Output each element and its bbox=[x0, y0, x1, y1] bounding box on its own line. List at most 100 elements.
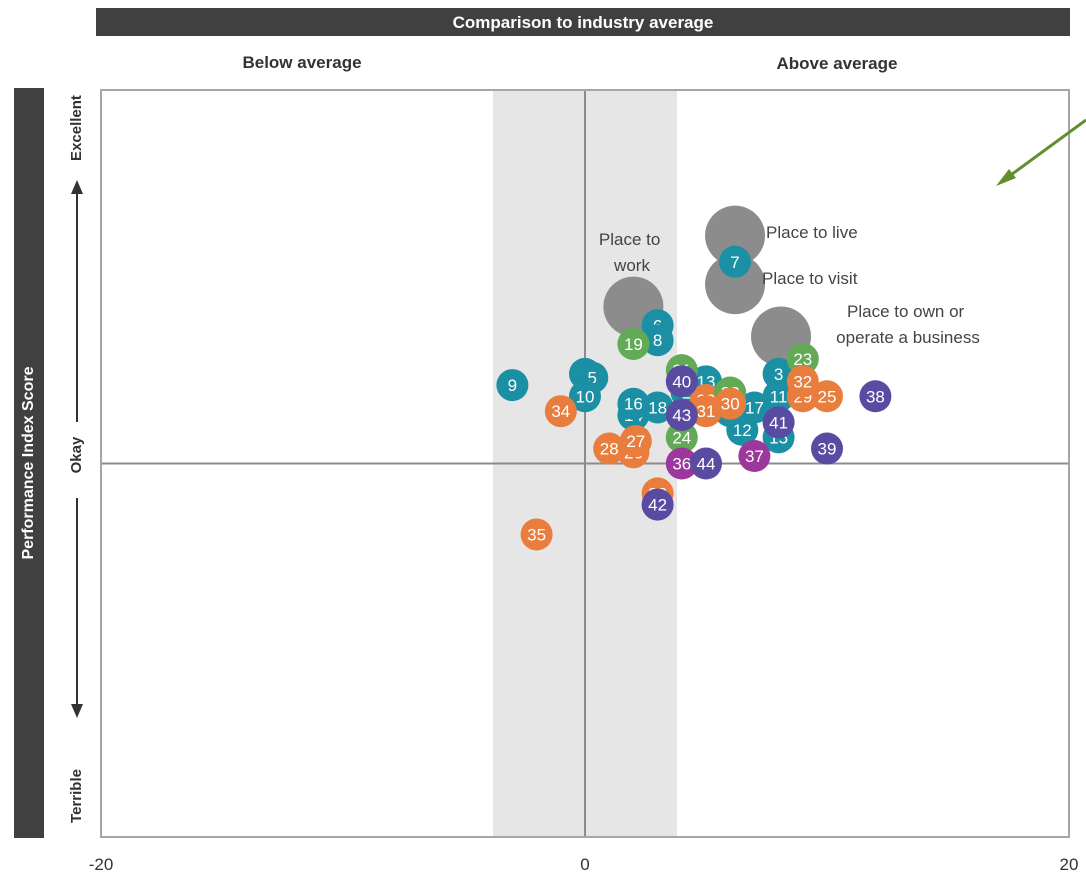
data-point: 31 bbox=[690, 395, 722, 428]
point-label: 23 bbox=[793, 350, 812, 369]
ref-label-line: work bbox=[613, 256, 650, 275]
data-point: 11 bbox=[762, 380, 795, 413]
point-label: 10 bbox=[576, 387, 595, 406]
point-marker bbox=[520, 518, 553, 551]
point-marker bbox=[569, 380, 601, 413]
ref-label-line: Place to bbox=[599, 230, 660, 249]
ref-label-place-to-live: Place to live bbox=[766, 223, 858, 242]
point-marker bbox=[719, 245, 752, 278]
data-point: 24 bbox=[665, 421, 698, 454]
point-marker bbox=[641, 391, 674, 424]
point-label: 42 bbox=[648, 496, 667, 515]
point-marker bbox=[738, 440, 771, 473]
point-marker bbox=[665, 398, 698, 431]
data-point: 25 bbox=[811, 380, 843, 413]
ref-label-line: Place to own or bbox=[847, 302, 965, 321]
point-marker bbox=[811, 432, 843, 465]
point-marker bbox=[496, 369, 529, 402]
point-label: 9 bbox=[508, 376, 517, 395]
point-label: 30 bbox=[721, 395, 740, 414]
below-average-label: Below average bbox=[242, 53, 361, 72]
x-tick-label: 20 bbox=[1060, 855, 1079, 874]
point-marker bbox=[641, 488, 674, 521]
point-label: 41 bbox=[769, 413, 788, 432]
x-tick-label: 0 bbox=[580, 855, 589, 874]
point-marker bbox=[593, 432, 626, 465]
point-label: 27 bbox=[626, 432, 645, 451]
y-label-terrible: Terrible bbox=[68, 769, 85, 823]
y-axis-title: Performance Index Score bbox=[20, 366, 37, 559]
point-label: 8 bbox=[653, 331, 662, 350]
annotation-arrow bbox=[996, 118, 1086, 186]
point-label: 40 bbox=[672, 372, 691, 391]
point-marker bbox=[762, 357, 795, 390]
data-point: 37 bbox=[738, 440, 771, 473]
banner-title: Comparison to industry average bbox=[453, 13, 714, 32]
data-point: 35 bbox=[520, 518, 553, 551]
point-label: 37 bbox=[745, 447, 764, 466]
data-point: 38 bbox=[859, 380, 892, 413]
point-label: 18 bbox=[648, 398, 667, 417]
ref-label-place-to-visit: Place to visit bbox=[762, 269, 858, 288]
point-label: 19 bbox=[624, 335, 643, 354]
point-marker bbox=[690, 395, 722, 428]
data-point: 19 bbox=[617, 327, 650, 360]
data-points: 1234567891011121314151617181920212223242… bbox=[496, 245, 892, 551]
point-label: 32 bbox=[793, 372, 812, 391]
y-label-okay: Okay bbox=[68, 436, 85, 473]
point-label: 39 bbox=[818, 440, 837, 459]
y-label-excellent: Excellent bbox=[68, 95, 85, 161]
point-marker bbox=[617, 327, 650, 360]
point-label: 36 bbox=[672, 455, 691, 474]
point-label: 7 bbox=[730, 253, 739, 272]
data-point: 10 bbox=[569, 380, 601, 413]
data-point: 9 bbox=[496, 369, 529, 402]
data-point: 16 bbox=[617, 387, 650, 420]
point-marker bbox=[690, 447, 722, 480]
point-marker bbox=[665, 447, 698, 480]
point-marker bbox=[714, 387, 747, 420]
y-title-bar bbox=[14, 88, 44, 838]
point-label: 17 bbox=[745, 398, 764, 417]
point-label: 16 bbox=[624, 395, 643, 414]
point-label: 43 bbox=[672, 406, 691, 425]
data-point: 39 bbox=[811, 432, 843, 465]
data-point: 40 bbox=[665, 365, 698, 398]
point-label: 11 bbox=[770, 387, 788, 406]
x-tick-label: -20 bbox=[89, 855, 114, 874]
point-label: 34 bbox=[551, 402, 570, 421]
banner-background bbox=[96, 8, 1070, 36]
point-marker bbox=[617, 387, 650, 420]
point-label: 25 bbox=[818, 387, 837, 406]
point-marker bbox=[859, 380, 892, 413]
data-point: 7 bbox=[719, 245, 752, 278]
point-marker bbox=[641, 324, 674, 357]
point-label: 3 bbox=[774, 365, 783, 384]
data-point: 3 bbox=[762, 357, 795, 390]
point-label: 5 bbox=[588, 369, 597, 388]
point-label: 44 bbox=[697, 455, 716, 474]
data-point: 28 bbox=[593, 432, 626, 465]
point-label: 31 bbox=[697, 402, 716, 421]
data-point: 44 bbox=[690, 447, 722, 480]
ref-label-place-to-own: Place to own or operate a business bbox=[836, 302, 980, 347]
point-label: 28 bbox=[600, 440, 619, 459]
reference-bubble bbox=[705, 205, 766, 266]
point-label: 12 bbox=[733, 421, 752, 440]
point-label: 38 bbox=[866, 387, 885, 406]
point-marker bbox=[762, 406, 795, 439]
data-point: 8 bbox=[641, 324, 674, 357]
ref-label-line: operate a business bbox=[836, 328, 980, 347]
y-direction-arrows bbox=[71, 180, 83, 718]
data-point: 30 bbox=[714, 387, 747, 420]
data-point: 23 bbox=[786, 342, 819, 375]
data-point: 32 bbox=[786, 365, 819, 398]
point-marker bbox=[738, 391, 771, 424]
point-marker bbox=[544, 395, 577, 428]
data-point: 18 bbox=[641, 391, 674, 424]
data-point: 17 bbox=[738, 391, 771, 424]
plot-frame bbox=[100, 89, 1070, 838]
point-marker bbox=[619, 425, 652, 458]
data-point: 27 bbox=[619, 425, 652, 458]
